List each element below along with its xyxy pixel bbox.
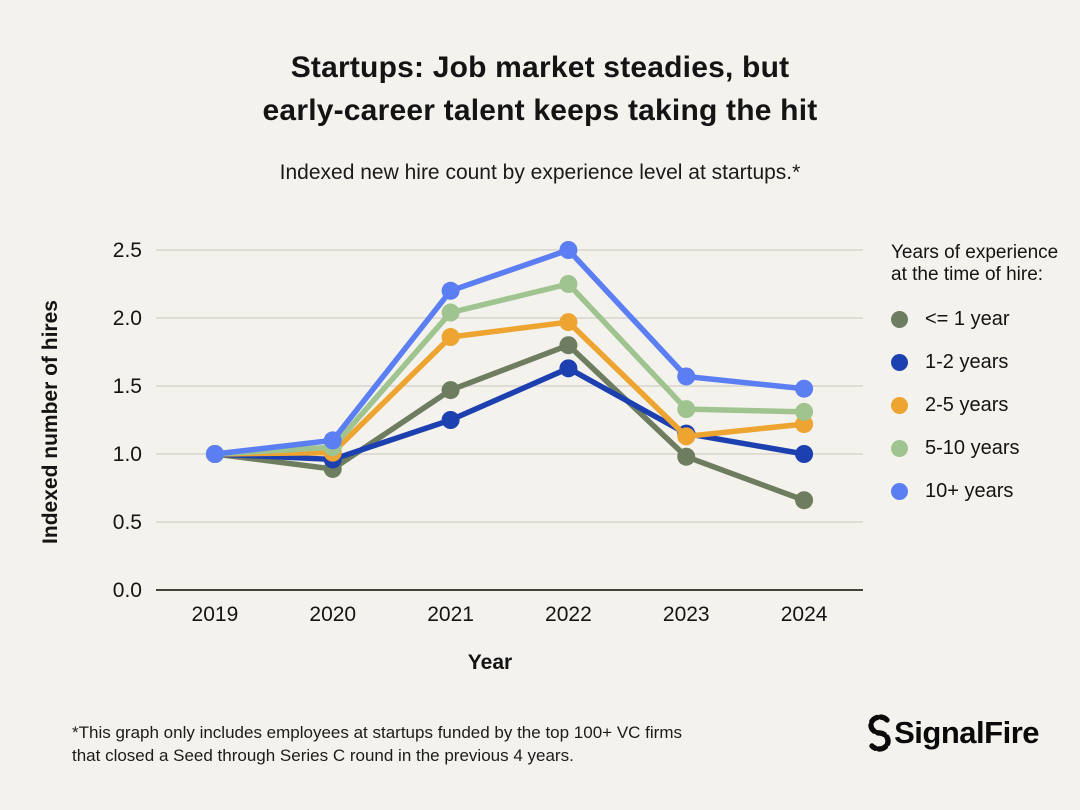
legend-dot-icon <box>891 483 908 500</box>
data-series <box>205 241 814 510</box>
signalfire-logo: SignalFire <box>865 714 1039 752</box>
x-axis-tick-labels: 2019 2020 2021 2022 2023 2024 <box>192 603 828 626</box>
y-tick-label: 2.0 <box>113 307 142 330</box>
data-point <box>441 381 460 400</box>
data-point <box>559 359 578 378</box>
data-point <box>441 281 460 300</box>
legend-item-label: 2-5 years <box>925 394 1009 416</box>
legend-dot-icon <box>891 354 908 371</box>
series-line <box>212 342 807 503</box>
legend-item-label: 5-10 years <box>925 437 1020 459</box>
signalfire-logo-text: SignalFire <box>894 715 1039 750</box>
legend-item-label: <= 1 year <box>925 308 1010 330</box>
data-point <box>559 336 578 355</box>
legend-item-1-2-years: 1-2 years <box>891 341 1076 384</box>
data-point <box>677 400 696 419</box>
series-line <box>212 247 807 457</box>
data-point <box>559 275 578 293</box>
legend-item-label: 1-2 years <box>925 351 1009 373</box>
legend-title: Years of experience at the time of hire: <box>891 242 1059 285</box>
legend-dot-icon <box>891 397 908 414</box>
y-tick-label: 1.0 <box>113 443 142 466</box>
data-point <box>559 313 578 332</box>
chart-title: Startups: Job market steadies, but early… <box>0 46 1080 132</box>
data-point <box>677 427 696 446</box>
chart-subtitle: Indexed new hire count by experience lev… <box>279 161 801 184</box>
chart-title-line2: early-career talent keeps taking the hit <box>262 94 818 127</box>
x-tick-label: 2021 <box>427 603 474 626</box>
y-tick-label: 1.5 <box>113 375 142 398</box>
legend: Years of experience at the time of hire:… <box>891 242 1076 513</box>
data-point <box>441 328 460 347</box>
legend-item-2-5-years: 2-5 years <box>891 384 1076 427</box>
data-point <box>795 402 814 421</box>
x-tick-label: 2024 <box>781 603 828 626</box>
signalfire-mark-icon <box>868 714 891 752</box>
y-axis-title: Indexed number of hires <box>39 300 62 544</box>
data-point <box>441 303 460 322</box>
x-tick-label: 2022 <box>545 603 592 626</box>
data-point <box>677 367 696 386</box>
footnote: *This graph only includes employees at s… <box>72 721 682 767</box>
legend-item-label: 10+ years <box>925 480 1014 502</box>
data-point <box>677 447 696 466</box>
y-tick-label: 0.0 <box>113 579 142 602</box>
x-tick-label: 2020 <box>309 603 356 626</box>
footnote-line2: that closed a Seed through Series C roun… <box>72 746 574 765</box>
legend-item-le-1-year: <= 1 year <box>891 298 1076 341</box>
y-tick-label: 0.5 <box>113 511 142 534</box>
y-tick-label: 2.5 <box>113 239 142 262</box>
legend-item-5-10-years: 5-10 years <box>891 427 1076 470</box>
y-axis-tick-labels: 0.0 0.5 1.0 1.5 2.0 2.5 <box>113 239 142 602</box>
x-tick-label: 2019 <box>192 603 239 626</box>
x-axis-title: Year <box>468 651 512 674</box>
chart-title-line1: Startups: Job market steadies, but <box>290 51 790 84</box>
footnote-line1: *This graph only includes employees at s… <box>72 723 682 742</box>
legend-dot-icon <box>891 311 908 328</box>
legend-dot-icon <box>891 440 908 457</box>
data-point <box>205 445 224 463</box>
series-line <box>212 319 807 457</box>
data-point <box>441 411 460 429</box>
data-point <box>559 241 578 259</box>
data-point <box>795 379 814 398</box>
data-point <box>795 491 814 510</box>
x-tick-label: 2023 <box>663 603 710 626</box>
data-point <box>795 445 814 463</box>
legend-item-10-plus-years: 10+ years <box>891 470 1076 513</box>
series-line <box>212 281 807 457</box>
data-point <box>323 431 342 450</box>
